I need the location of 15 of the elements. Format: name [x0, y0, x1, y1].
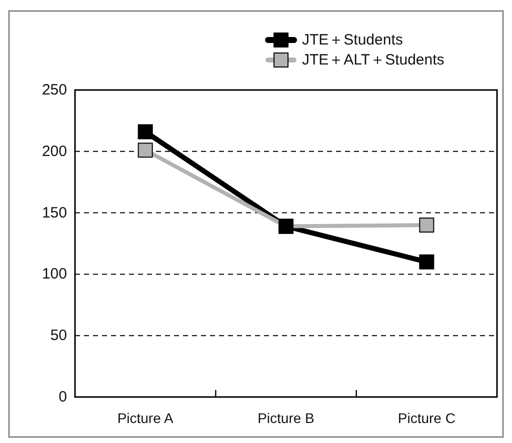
- y-tick-label: 250: [42, 82, 67, 98]
- x-tick-label: Picture C: [398, 410, 456, 426]
- legend-label: JTE＋Students: [302, 32, 403, 48]
- legend-label: JTE＋ALT＋Students: [302, 52, 444, 68]
- point: [419, 254, 434, 270]
- y-tick-label: 50: [50, 327, 67, 344]
- point: [138, 124, 153, 140]
- x-tick-label: Picture B: [258, 410, 314, 426]
- y-tick-label: 0: [58, 388, 67, 406]
- point: [419, 218, 434, 233]
- y-tick-label: 150: [42, 204, 67, 222]
- y-tick-label: 200: [42, 142, 67, 160]
- point: [138, 142, 153, 158]
- x-tick-label: Picture A: [117, 410, 174, 426]
- y-tick-label: 100: [42, 266, 67, 283]
